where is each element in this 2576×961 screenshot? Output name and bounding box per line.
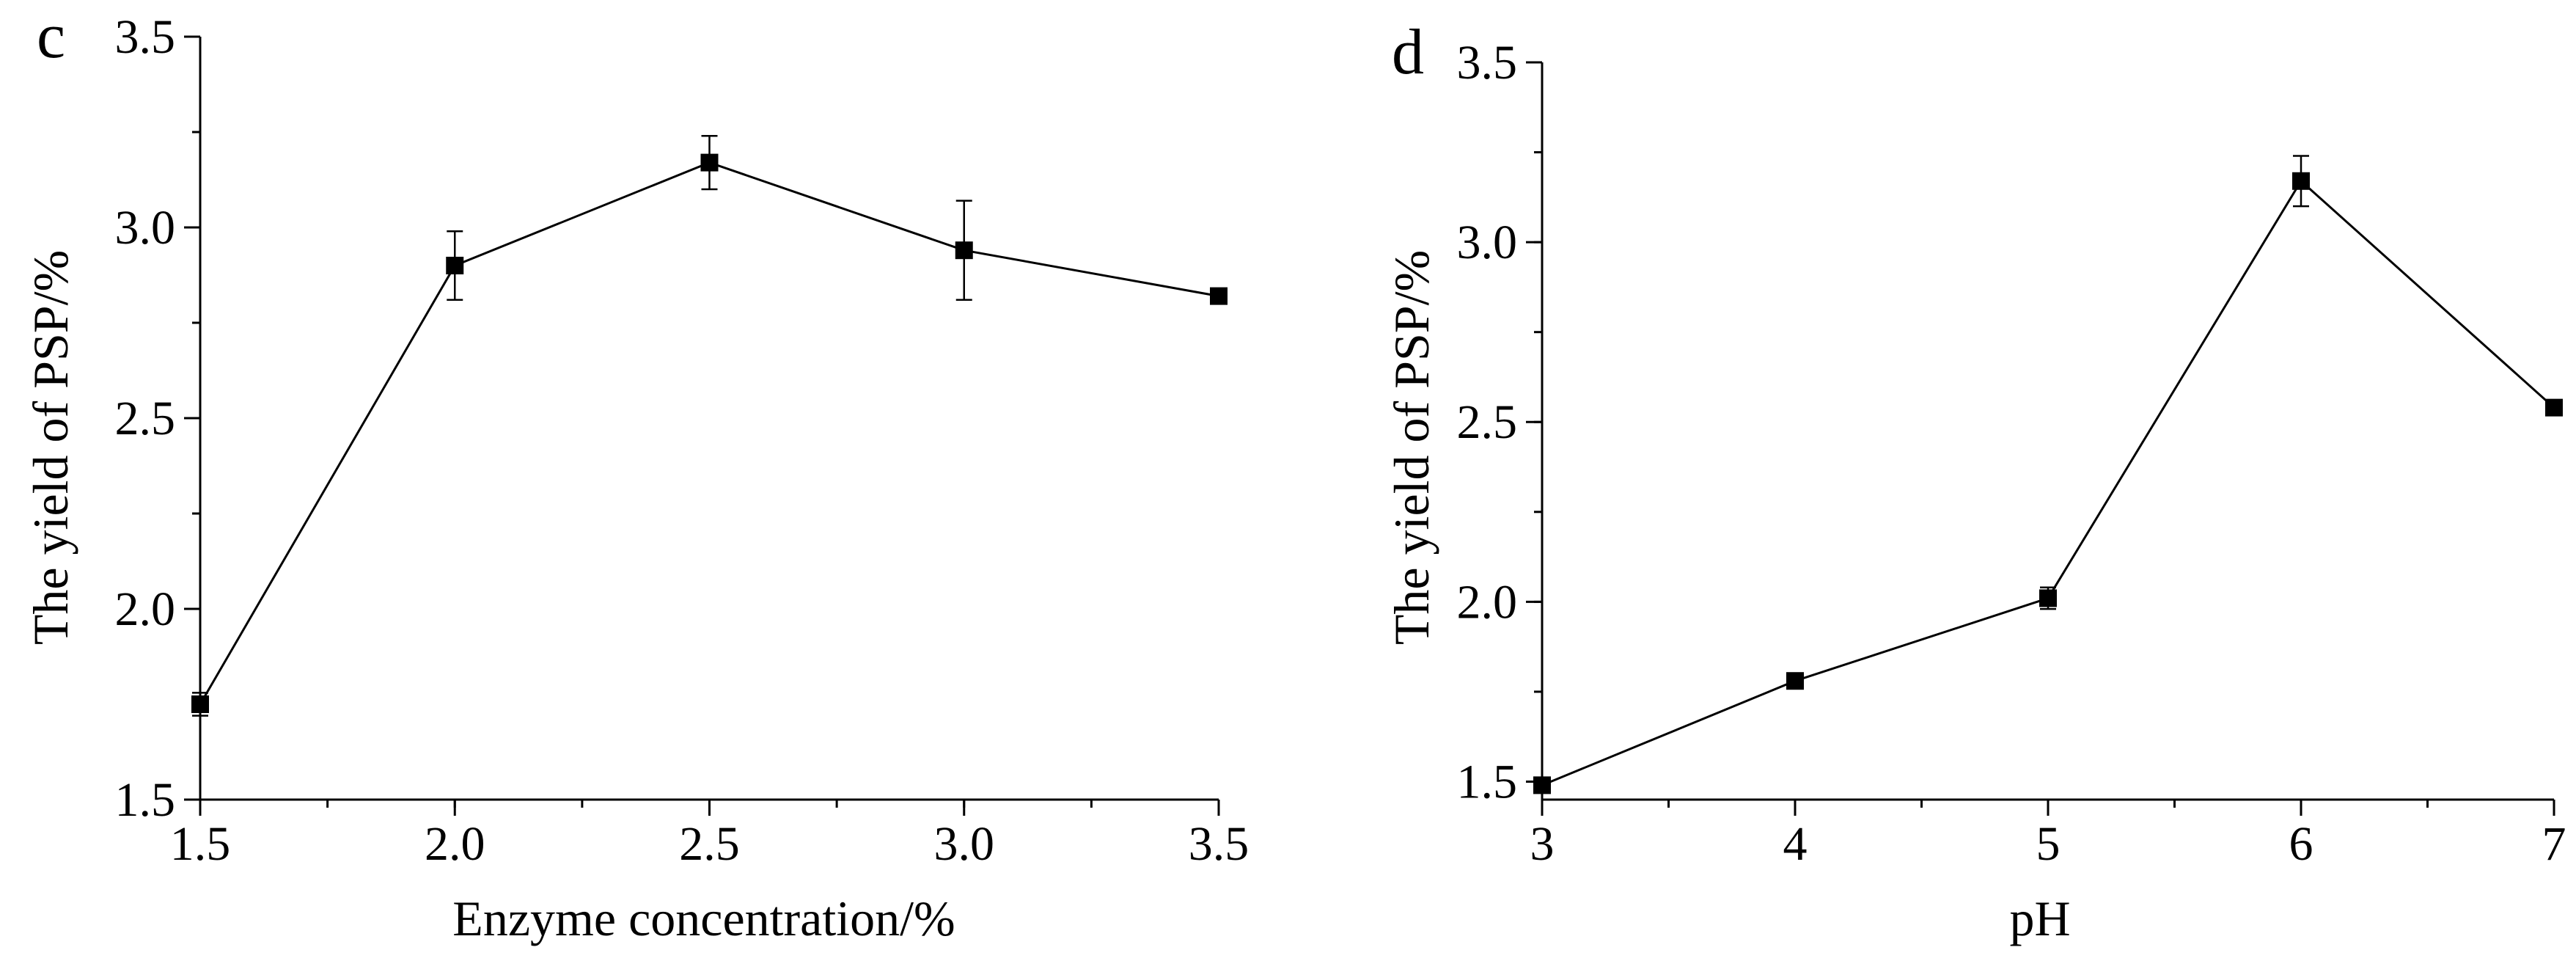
y-tick-label-c: 1.5 — [115, 773, 176, 827]
data-point-c — [955, 241, 973, 260]
series-line-d — [1541, 179, 2555, 786]
y-tick-label-d: 1.5 — [1457, 755, 1518, 808]
panel-label-c: c — [37, 1, 65, 72]
x-tick-label-d: 4 — [1783, 817, 1808, 871]
y-tick-label-c: 3.5 — [115, 10, 176, 64]
y-tick-label-d: 2.5 — [1457, 395, 1518, 449]
x-tick-label-d: 5 — [2036, 817, 2061, 871]
x-axis-title-c: Enzyme concentration/% — [452, 891, 955, 946]
x-tick-label-c: 1.5 — [170, 817, 231, 871]
x-tick-label-c: 3.5 — [1189, 817, 1250, 871]
data-point-c — [700, 153, 719, 172]
x-tick-label-d: 3 — [1530, 817, 1555, 871]
x-axis-title-d: pH — [2009, 891, 2070, 946]
data-point-d — [1786, 672, 1804, 690]
data-point-d — [2292, 172, 2310, 190]
y-axis-title-c: The yield of PSP/% — [23, 250, 78, 645]
x-tick-label-c: 3.0 — [934, 817, 995, 871]
data-point-c — [1210, 287, 1228, 305]
series-line-c — [199, 161, 1219, 705]
data-point-d — [2545, 398, 2563, 417]
x-tick-label-c: 2.5 — [679, 817, 740, 871]
data-point-c — [446, 257, 464, 274]
x-tick-label-d: 7 — [2542, 817, 2566, 871]
x-tick-label-c: 2.0 — [425, 817, 485, 871]
y-tick-label-d: 3.0 — [1457, 216, 1518, 269]
y-tick-label-c: 3.0 — [115, 201, 176, 255]
panel-c: c Enzyme concentration/% The yield of PS… — [23, 1, 1249, 946]
panel-label-d: d — [1392, 17, 1424, 88]
y-axis-title-d: The yield of PSP/% — [1384, 250, 1439, 645]
panel-d: d pH The yield of PSP/% 3 4 5 6 7 1.5 2.0 2.5 3.… — [1384, 17, 2566, 946]
data-point-d — [1533, 776, 1551, 794]
y-tick-label-d: 2.0 — [1457, 575, 1518, 629]
data-point-c — [191, 695, 209, 713]
data-point-d — [2039, 589, 2057, 607]
y-tick-label-c: 2.0 — [115, 582, 176, 636]
x-tick-label-d: 6 — [2289, 817, 2313, 871]
y-tick-label-c: 2.5 — [115, 392, 176, 445]
y-tick-label-d: 3.5 — [1457, 36, 1518, 89]
